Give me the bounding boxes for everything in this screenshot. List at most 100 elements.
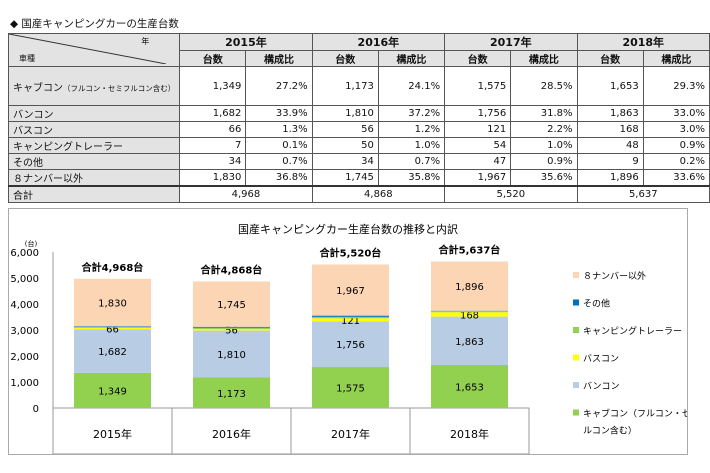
count-cell: 1,863 xyxy=(576,105,644,122)
bar-segment xyxy=(312,316,389,319)
data-label: 1,967 xyxy=(336,286,365,297)
y-tick-label: 3,000 xyxy=(10,326,39,337)
row-label-note: （フルコン・セミフルコン含む） xyxy=(63,83,176,93)
row-label: バスコン xyxy=(7,121,181,138)
row-label: キャブコン（フルコン・セミフルコン含む） xyxy=(7,66,181,106)
total-cell: 5,637 xyxy=(576,185,710,203)
count-cell: 1,349 xyxy=(179,66,247,106)
legend-swatch xyxy=(573,299,579,306)
row-label: キャンピングトレーラー xyxy=(7,137,181,154)
data-label: 56 xyxy=(225,326,238,337)
ratio-cell: 24.1% xyxy=(377,66,446,106)
count-cell: 1,810 xyxy=(311,105,379,122)
bar-segment xyxy=(312,318,389,322)
ratio-cell: 35.8% xyxy=(377,169,446,187)
count-cell: 56 xyxy=(311,121,379,138)
data-label: 1,173 xyxy=(217,389,246,400)
legend-label: キャブコン（フルコン・セミフ xyxy=(583,408,687,420)
bar-segment xyxy=(74,326,151,328)
year-header: 2015年 xyxy=(179,33,313,51)
ratio-header: 構成比 xyxy=(377,50,446,67)
ratio-header: 構成比 xyxy=(510,50,578,67)
data-label: 1,830 xyxy=(98,299,127,310)
bar-segment xyxy=(193,327,270,329)
category-label: 2015年 xyxy=(93,427,132,441)
total-label: 合計 xyxy=(7,185,181,203)
data-label: 1,896 xyxy=(455,282,484,293)
count-cell: 168 xyxy=(576,121,644,138)
row-label: ８ナンバー以外 xyxy=(7,169,181,187)
count-cell: 1,756 xyxy=(444,105,512,122)
legend-label: バンコン xyxy=(583,381,619,392)
count-cell: 121 xyxy=(444,121,512,138)
bar-segment xyxy=(312,264,389,316)
ratio-header: 構成比 xyxy=(642,50,710,67)
bar-segment xyxy=(74,327,151,330)
data-label: 1,756 xyxy=(336,340,365,351)
total-label: 合計5,637台 xyxy=(438,243,501,256)
ratio-cell: 1.0% xyxy=(377,137,446,154)
y-tick-label: 4,000 xyxy=(10,300,39,311)
count-cell: 34 xyxy=(179,153,247,170)
bar-segment xyxy=(312,315,389,317)
count-cell: 7 xyxy=(179,137,247,154)
ratio-cell: 0.2% xyxy=(642,153,710,170)
count-cell: 54 xyxy=(444,137,512,154)
table-row: キャンピングトレーラー 7 0.1% 50 1.0% 54 1.0% 48 0.9% xyxy=(7,137,710,154)
bar-segment xyxy=(193,326,270,328)
data-label: 168 xyxy=(460,310,479,321)
category-label: 2016年 xyxy=(212,427,251,441)
data-label: 1,653 xyxy=(455,383,484,394)
year-header: 2018年 xyxy=(576,33,710,51)
bar-segment xyxy=(193,377,270,408)
bar-segment xyxy=(74,329,151,373)
count-cell: 1,896 xyxy=(576,169,644,187)
count-cell: 1,967 xyxy=(444,169,512,187)
year-header: 2017年 xyxy=(444,33,578,51)
corner-year-label: 年 xyxy=(141,37,150,46)
data-label: 121 xyxy=(341,316,360,327)
table-title: ◆ 国産キャンピングカーの生産台数 xyxy=(10,18,179,30)
chart-box: 国産キャンピングカー生産台数の推移と内訳 (台) 0 1,000 2,000 3,000 4… xyxy=(8,208,688,455)
bar-segment xyxy=(431,316,508,366)
bar-segment xyxy=(431,310,508,313)
legend-swatch xyxy=(573,272,579,278)
y-tick-label: 0 xyxy=(33,404,39,415)
legend-swatch xyxy=(573,382,579,388)
y-tick-label: 2,000 xyxy=(10,352,39,363)
ratio-cell: 0.9% xyxy=(510,153,578,170)
y-tick-label: 6,000 xyxy=(10,248,39,259)
count-header: 台数 xyxy=(311,50,379,67)
row-label: その他 xyxy=(7,153,181,170)
count-header: 台数 xyxy=(576,50,644,67)
count-cell: 66 xyxy=(179,121,247,138)
legend-label: ルコン含む） xyxy=(583,425,637,437)
category-label: 2017年 xyxy=(331,427,370,441)
count-header: 台数 xyxy=(179,50,247,67)
ratio-cell: 33.9% xyxy=(245,105,313,122)
total-label: 合計4,968台 xyxy=(81,261,144,274)
count-cell: 34 xyxy=(311,153,379,170)
bar-segment xyxy=(312,367,389,408)
total-label: 合計4,868台 xyxy=(200,263,263,276)
corner-cell: 年車種 xyxy=(7,33,181,67)
y-axis-unit: (台) xyxy=(25,239,38,248)
stacked-bar-chart: 国産キャンピングカー生産台数の推移と内訳 (台) 0 1,000 2,000 3,000 4… xyxy=(10,222,687,454)
legend-swatch xyxy=(573,409,579,416)
data-label: 1,863 xyxy=(455,337,484,348)
legend-label: その他 xyxy=(583,298,610,310)
count-header: 台数 xyxy=(444,50,512,67)
ratio-cell: 33.0% xyxy=(642,105,710,122)
ratio-cell: 1.3% xyxy=(245,121,313,138)
data-label: 1,745 xyxy=(217,300,246,311)
count-cell: 1,575 xyxy=(444,66,512,106)
ratio-cell: 27.2% xyxy=(245,66,313,106)
bar-segment xyxy=(431,261,508,311)
ratio-cell: 2.2% xyxy=(510,121,578,138)
bar-segment xyxy=(74,372,151,408)
ratio-cell: 1.0% xyxy=(510,137,578,154)
count-cell: 47 xyxy=(444,153,512,170)
legend-swatch xyxy=(573,354,579,361)
bar-segment xyxy=(193,330,270,378)
table-row: ８ナンバー以外 1,830 36.8% 1,745 35.8% 1,967 35.6% 1,8… xyxy=(7,169,710,187)
